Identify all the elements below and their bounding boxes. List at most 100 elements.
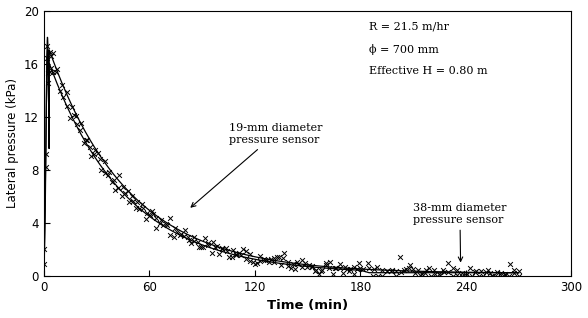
Point (67, 104, 76, 109)
Point (312, 267, 321, 273)
Point (124, 200, 133, 205)
Point (39, 247, 49, 252)
Point (345, 267, 355, 272)
Point (413, 267, 422, 273)
Text: R = 21.5 m/hr: R = 21.5 m/hr (369, 21, 449, 31)
Point (321, 262, 330, 267)
Point (415, 272, 425, 277)
Point (359, 267, 368, 272)
Point (293, 261, 303, 266)
Point (252, 260, 262, 266)
Point (131, 206, 141, 211)
Point (42, 43, 52, 48)
Point (417, 272, 427, 277)
Point (406, 263, 415, 268)
Point (203, 243, 213, 248)
Point (373, 264, 382, 269)
Point (221, 245, 230, 250)
Point (273, 255, 282, 260)
Point (169, 235, 178, 240)
Point (483, 267, 493, 273)
Point (302, 264, 312, 269)
Point (262, 258, 272, 263)
Point (457, 273, 466, 279)
Point (72, 114, 81, 119)
Point (307, 263, 316, 268)
Point (186, 240, 196, 245)
Point (409, 266, 418, 272)
Point (410, 271, 420, 276)
Point (426, 273, 436, 278)
Point (175, 232, 185, 237)
Point (159, 222, 168, 227)
Point (123, 188, 133, 193)
Point (452, 267, 462, 273)
Point (283, 259, 292, 265)
Point (145, 213, 154, 218)
Point (328, 271, 338, 276)
Point (392, 273, 401, 279)
Point (147, 208, 156, 213)
Point (400, 268, 409, 273)
Point (286, 266, 296, 271)
Point (514, 273, 523, 279)
Point (321, 261, 330, 266)
Point (308, 265, 317, 270)
Point (300, 261, 310, 266)
Point (255, 254, 265, 259)
Point (472, 269, 481, 274)
Point (111, 188, 120, 193)
Point (453, 272, 462, 277)
Point (171, 225, 180, 231)
Point (218, 246, 227, 251)
Point (382, 268, 392, 273)
Point (495, 272, 505, 277)
Point (505, 273, 514, 279)
Point (443, 261, 453, 266)
Point (208, 239, 218, 245)
Point (487, 273, 497, 278)
Point (368, 273, 377, 279)
Point (100, 171, 109, 176)
Point (166, 232, 175, 238)
Text: Effective H = 0.80 m: Effective H = 0.80 m (369, 66, 488, 76)
Point (326, 259, 335, 264)
Point (246, 252, 255, 257)
Point (429, 268, 439, 273)
Point (228, 248, 237, 253)
Point (340, 264, 349, 269)
Point (89, 151, 99, 156)
Point (207, 251, 216, 256)
Point (339, 270, 348, 275)
Point (335, 265, 345, 270)
Point (461, 272, 470, 277)
Point (420, 271, 429, 276)
Point (352, 266, 362, 271)
Point (152, 225, 161, 230)
Point (39, 261, 49, 266)
Point (330, 265, 340, 270)
Point (466, 266, 475, 271)
Point (395, 255, 405, 260)
Point (172, 229, 182, 234)
Point (193, 239, 203, 245)
Point (260, 258, 269, 263)
Point (121, 191, 130, 196)
Point (304, 262, 313, 267)
Point (72, 121, 82, 126)
Point (48, 51, 58, 56)
Point (501, 273, 510, 278)
Point (231, 251, 240, 256)
Point (500, 272, 509, 277)
Text: 38-mm diameter
pressure sensor: 38-mm diameter pressure sensor (413, 203, 507, 261)
Point (349, 272, 358, 277)
Point (41, 151, 51, 156)
Point (46, 66, 56, 71)
Point (510, 268, 519, 273)
Point (91, 148, 100, 153)
Point (128, 193, 137, 198)
Point (279, 256, 288, 261)
Point (266, 256, 275, 261)
Point (401, 267, 410, 272)
Point (382, 269, 392, 274)
